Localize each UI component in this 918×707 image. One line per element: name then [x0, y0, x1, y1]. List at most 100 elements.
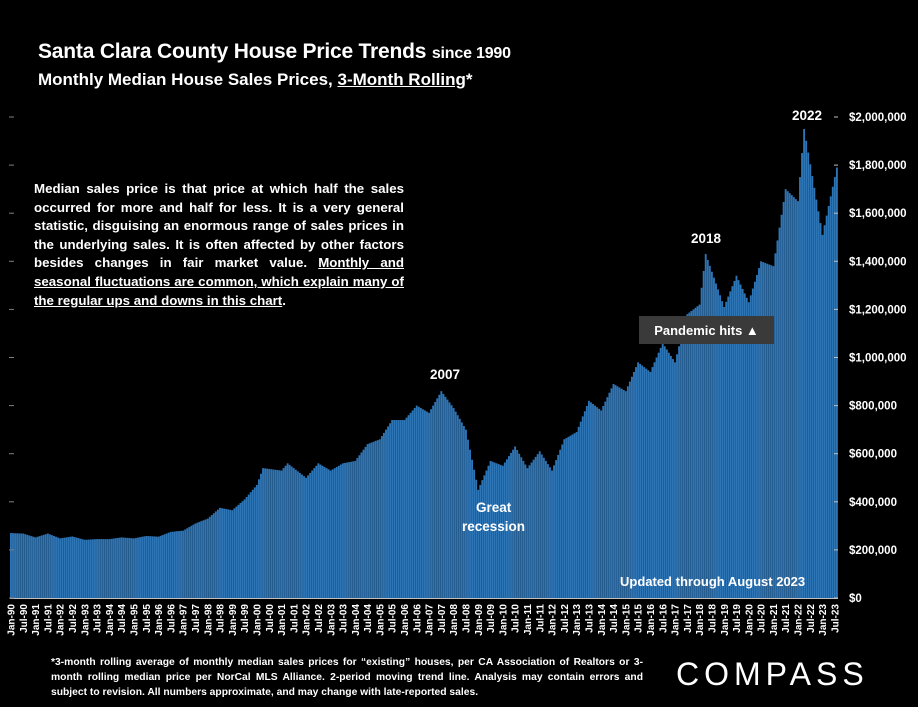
price-bar: [676, 354, 678, 598]
price-bar: [319, 464, 322, 598]
price-bar: [727, 296, 730, 598]
price-bar: [475, 479, 478, 598]
price-bar: [522, 460, 525, 598]
price-bar: [50, 535, 53, 598]
price-bar: [464, 429, 467, 598]
x-tick-label: Jul-12: [560, 604, 571, 633]
price-bar: [647, 370, 650, 598]
price-bar: [286, 463, 289, 598]
x-tick-label: Jul-15: [634, 604, 645, 633]
price-bar: [366, 444, 369, 598]
price-bar: [257, 479, 260, 598]
price-bar: [608, 392, 611, 598]
x-tick-label: Jul-04: [363, 604, 374, 633]
price-bar: [245, 496, 248, 598]
price-bar: [823, 225, 826, 598]
price-bar: [434, 401, 437, 598]
x-tick-label: Jan-12: [548, 604, 559, 636]
price-bar: [657, 352, 660, 598]
price-bar: [604, 401, 607, 598]
x-tick-label: Jan-06: [400, 604, 411, 636]
x-tick-label: Jul-03: [339, 604, 350, 633]
x-tick-label: Jan-94: [105, 604, 116, 636]
price-bar: [432, 405, 435, 598]
price-bar: [358, 455, 361, 598]
price-bar: [61, 538, 64, 598]
price-bar: [505, 459, 508, 598]
price-bar: [278, 470, 281, 598]
price-bar: [403, 420, 406, 598]
price-bar: [821, 234, 824, 598]
y-tick-label: $200,000: [849, 545, 897, 557]
price-bar: [288, 464, 291, 598]
price-bar: [38, 536, 41, 598]
x-tick-label: Jul-05: [388, 604, 399, 633]
price-bar: [723, 307, 726, 598]
price-bar: [491, 461, 494, 598]
price-bar: [309, 472, 312, 598]
price-bar: [411, 410, 414, 598]
price-bar: [10, 533, 12, 598]
price-bar: [526, 468, 529, 598]
price-bar: [264, 468, 267, 598]
price-bar: [333, 468, 336, 598]
price-bar: [794, 199, 797, 599]
price-bar: [12, 533, 14, 598]
price-bar: [729, 291, 732, 598]
price-bar: [91, 539, 94, 598]
price-bar: [370, 442, 373, 598]
price-bar: [518, 453, 521, 598]
price-bar: [454, 411, 457, 598]
price-bar: [63, 537, 66, 598]
price-bar: [528, 465, 531, 598]
x-tick-label: Jan-09: [474, 604, 485, 636]
price-bar: [378, 439, 381, 598]
price-bar: [276, 470, 279, 598]
price-bar: [344, 462, 346, 598]
price-bar: [520, 457, 523, 598]
updated-through-label: Updated through August 2023: [620, 574, 806, 589]
price-bar: [348, 462, 351, 598]
price-bar: [581, 416, 584, 598]
price-bar: [760, 261, 763, 598]
price-bar: [573, 433, 576, 598]
price-bar: [356, 458, 359, 598]
price-bar: [206, 518, 209, 598]
price-bar: [477, 489, 480, 598]
price-bar: [641, 365, 644, 598]
price-bar: [89, 539, 92, 598]
price-bar: [81, 539, 84, 598]
price-bar: [237, 504, 240, 598]
price-bar: [198, 521, 201, 598]
price-bar: [212, 513, 215, 598]
price-bar: [436, 398, 439, 598]
x-tick-label: Jan-10: [498, 604, 509, 636]
price-bar: [272, 469, 275, 598]
x-tick-label: Jan-18: [695, 604, 706, 636]
price-bar: [788, 193, 791, 598]
price-bar: [614, 385, 617, 598]
price-bar: [335, 466, 338, 598]
x-tick-label: Jul-10: [511, 604, 522, 633]
x-tick-label: Jul-96: [166, 604, 177, 633]
price-bar: [40, 535, 43, 598]
price-bar: [577, 426, 580, 598]
price-bar: [725, 301, 728, 598]
price-bar: [165, 533, 168, 598]
price-bar: [79, 538, 82, 598]
price-bar: [315, 465, 318, 598]
price-bar: [786, 191, 789, 598]
annotation-2022: 2022: [792, 108, 823, 123]
price-bar: [510, 452, 512, 598]
price-bar: [227, 509, 230, 598]
price-bar: [303, 476, 305, 598]
price-bar: [87, 539, 90, 598]
price-bar: [688, 312, 691, 598]
price-bar: [413, 408, 416, 598]
x-tick-label: Jul-93: [93, 604, 104, 633]
price-bar: [26, 534, 29, 598]
price-bar: [594, 405, 596, 598]
price-bar: [731, 286, 734, 598]
price-bar: [255, 484, 258, 598]
